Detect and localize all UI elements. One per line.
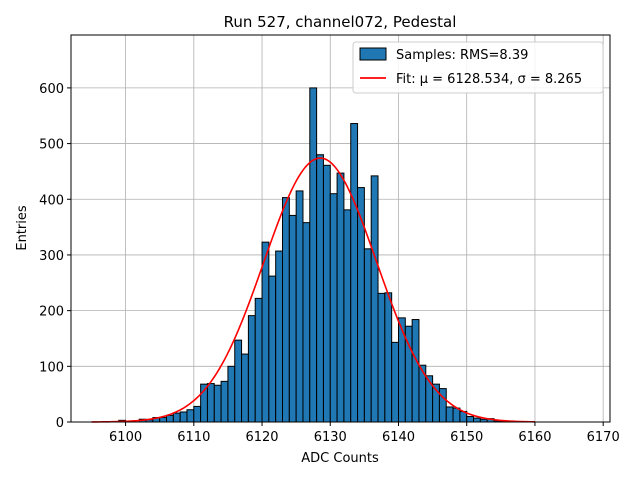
- histogram-bar: [220, 380, 229, 423]
- histogram-bar: [254, 297, 263, 423]
- histogram-bars: [118, 87, 509, 423]
- histogram-bar: [384, 292, 393, 423]
- histogram-bar: [179, 411, 188, 423]
- legend-histogram-swatch: [359, 47, 387, 61]
- histogram-bar: [329, 193, 338, 423]
- histogram-bar: [363, 248, 372, 423]
- histogram-bar: [268, 275, 277, 423]
- histogram-bar: [193, 405, 202, 423]
- histogram-bar: [166, 414, 174, 423]
- x-tick-label: 6140: [382, 430, 415, 445]
- histogram-bar: [282, 197, 290, 423]
- histogram-bar: [309, 87, 318, 423]
- histogram-bar: [350, 123, 359, 423]
- legend-histogram-label: Samples: RMS=8.39: [396, 48, 528, 63]
- y-tick-label: 100: [39, 360, 64, 375]
- y-tick-label: 400: [39, 193, 64, 208]
- histogram-bar: [261, 241, 270, 423]
- histogram-bar: [241, 353, 249, 423]
- histogram-bar: [234, 339, 243, 423]
- plot-frame: [70, 34, 611, 423]
- histogram-bar: [370, 175, 379, 423]
- histogram-bar: [275, 250, 284, 423]
- histogram-bar: [336, 172, 345, 423]
- histogram-bar: [227, 365, 236, 423]
- histogram-bar: [247, 315, 256, 423]
- histogram-bar: [343, 209, 352, 423]
- y-tick-label: 500: [39, 138, 64, 153]
- legend-fit-label: Fit: μ = 6128.534, σ = 8.265: [396, 72, 582, 87]
- x-axis-ticks: 6100 6110 6120 6130 6140 6150 6160 6170: [109, 422, 620, 445]
- y-axis-label: Entries: [15, 205, 30, 251]
- histogram-bar: [159, 417, 168, 423]
- y-tick-label: 200: [39, 305, 64, 320]
- y-tick-label: 300: [39, 249, 64, 264]
- histogram-bar: [206, 383, 215, 423]
- x-axis-label: ADC Counts: [301, 451, 379, 466]
- x-tick-label: 6150: [450, 430, 483, 445]
- chart-title: Run 527, channel072, Pedestal: [224, 13, 457, 31]
- histogram-bar: [445, 406, 454, 423]
- histogram-bar: [425, 375, 434, 423]
- histogram-bar: [172, 412, 181, 423]
- histogram-bar: [186, 409, 195, 423]
- fit-curve: [91, 157, 535, 423]
- y-tick-label: 0: [56, 416, 64, 431]
- y-tick-label: 600: [39, 82, 64, 97]
- legend: Samples: RMS=8.39 Fit: μ = 6128.534, σ =…: [352, 41, 604, 94]
- histogram-bar: [316, 154, 324, 423]
- x-tick-label: 6170: [587, 430, 620, 445]
- histogram-bar: [288, 214, 297, 423]
- histogram-bar: [302, 222, 311, 423]
- x-tick-label: 6130: [314, 430, 347, 445]
- x-tick-label: 6160: [518, 430, 551, 445]
- histogram-bar: [295, 190, 304, 423]
- histogram-bar: [391, 341, 399, 423]
- histogram-bar: [452, 407, 461, 423]
- x-tick-label: 6110: [177, 430, 210, 445]
- histogram-bar: [466, 415, 475, 423]
- y-axis-ticks: 0 100 200 300 400 500 600: [39, 82, 71, 431]
- histogram-bar: [438, 388, 447, 423]
- x-tick-label: 6100: [109, 430, 142, 445]
- x-tick-label: 6120: [245, 430, 278, 445]
- legend-box: [352, 41, 604, 94]
- histogram-bar: [322, 164, 331, 423]
- histogram-bar: [411, 319, 420, 423]
- histogram-bar: [377, 292, 386, 423]
- histogram-bar: [473, 417, 481, 423]
- histogram-bar: [213, 384, 222, 423]
